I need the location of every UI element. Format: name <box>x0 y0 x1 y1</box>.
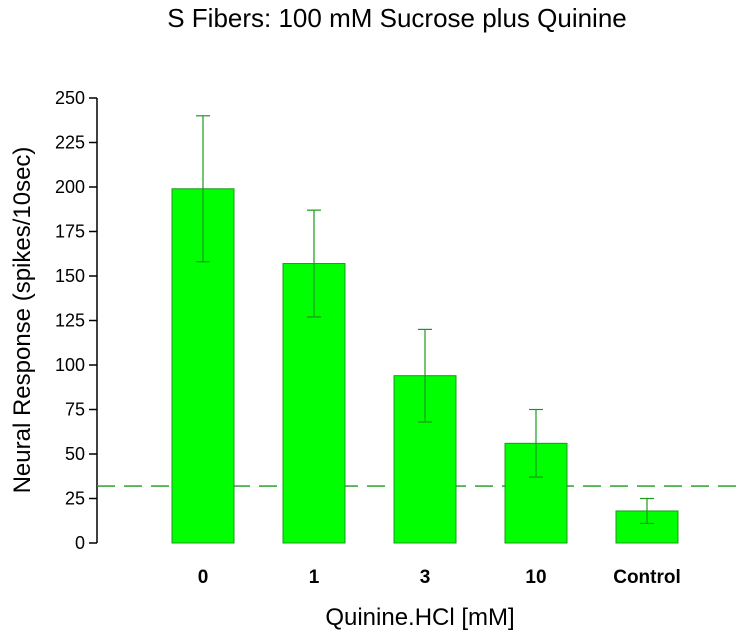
bars-group <box>97 188 740 544</box>
y-tick-label: 200 <box>55 177 85 197</box>
y-tick-label: 225 <box>55 133 85 153</box>
x-tick-label: Control <box>613 567 681 588</box>
y-tick-label: 75 <box>65 400 85 420</box>
y-tick-label: 250 <box>55 88 85 108</box>
error-bars-group <box>196 115 654 525</box>
x-axis-label: Quinine.HCl [mM] <box>325 604 514 631</box>
chart-title: S Fibers: 100 mM Sucrose plus Quinine <box>167 3 627 33</box>
y-axis-label: Neural Response (spikes/10sec) <box>9 147 36 494</box>
x-tick-label: 0 <box>198 567 209 588</box>
x-tick-label: 1 <box>309 567 320 588</box>
y-tick-label: 175 <box>55 222 85 242</box>
x-tick-labels: 0 1 3 10 Control <box>198 567 681 588</box>
y-tick-label: 125 <box>55 311 85 331</box>
y-axis: 0 25 50 75 100 125 150 175 200 225 250 <box>55 88 98 553</box>
y-tick-label: 25 <box>65 489 85 509</box>
y-tick-label: 100 <box>55 355 85 375</box>
y-tick-label: 0 <box>75 533 85 553</box>
x-tick-label: 3 <box>420 567 431 588</box>
y-tick-label: 50 <box>65 444 85 464</box>
x-tick-label: 10 <box>525 567 546 588</box>
y-tick-label: 150 <box>55 266 85 286</box>
